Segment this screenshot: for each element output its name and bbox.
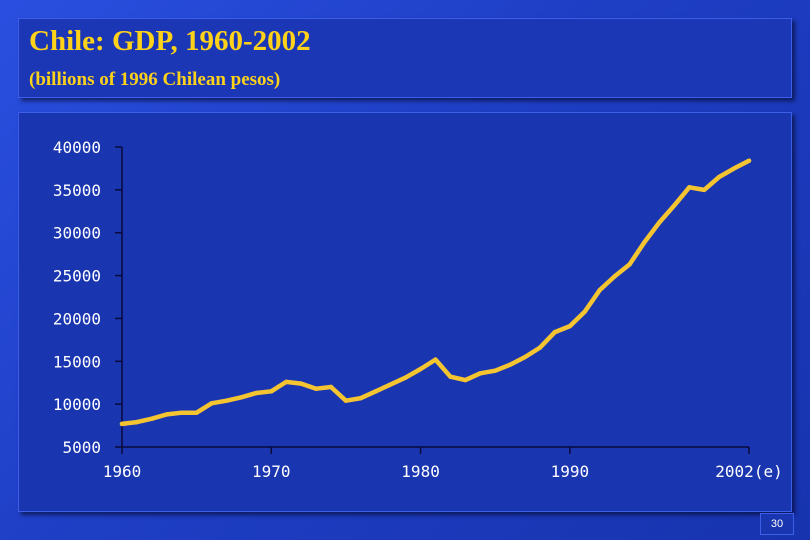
data-point [657,220,662,225]
chart-panel: 5000 10000 15000 20000 25000 30000 35000 40000 1… [18,112,792,512]
data-point [239,395,244,400]
data-point [284,379,289,385]
data-point [716,174,722,180]
y-tick-label: 5000 [62,438,101,457]
data-point [507,362,513,367]
y-tick-label: 40000 [53,138,101,157]
data-point [448,374,453,379]
data-point [328,384,334,390]
data-point [269,389,274,394]
data-point [582,309,587,314]
gdp-line-chart: 5000 10000 15000 20000 25000 30000 35000 40000 1… [53,138,783,481]
data-point [164,412,169,417]
x-tick-label: 1980 [401,462,440,481]
data-point [373,389,378,394]
y-tick-label: 10000 [53,395,101,414]
data-point [418,366,423,372]
slide-subtitle: (billions of 1996 Chilean pesos) [29,69,281,90]
slide-title: Chile: GDP, 1960-2002 [29,25,311,57]
y-tick-label: 25000 [53,267,101,286]
data-point [537,345,543,350]
data-point [478,371,483,376]
x-tick-label: 1990 [551,462,590,481]
y-tick-label: 35000 [53,181,101,200]
data-point [224,398,229,403]
x-tick-label: 1970 [252,462,291,481]
y-tick-label: 15000 [53,352,101,371]
data-point [298,381,304,386]
data-point [702,187,707,193]
data-point [642,239,647,245]
x-tick-label: 1960 [103,462,142,481]
data-point [731,166,737,171]
data-point [627,262,632,267]
data-point [687,185,692,190]
y-tick-label: 30000 [53,224,101,243]
title-box: Chile: GDP, 1960-2002 (billions of 1996 … [18,18,792,98]
page-number: 30 [760,513,794,535]
x-tick-label: 2002(e) [715,462,782,481]
data-point [134,419,140,425]
data-point [433,357,438,362]
data-point [149,416,155,421]
data-point [254,390,259,396]
data-point [388,382,393,387]
y-tick-label: 20000 [53,309,101,328]
data-point [313,386,319,391]
data-point [463,377,468,383]
data-point [567,323,573,329]
data-point [358,395,364,401]
data-point [522,354,528,360]
gdp-series-line [119,158,752,427]
data-point [672,203,677,208]
data-point [179,410,184,415]
data-point [209,401,214,406]
data-point [194,410,199,415]
data-point [612,274,617,279]
data-point [746,158,752,163]
data-point [343,398,349,403]
data-point [403,375,408,380]
data-point [493,368,498,373]
data-point [119,421,125,427]
data-point [597,287,602,293]
data-point [552,329,558,335]
